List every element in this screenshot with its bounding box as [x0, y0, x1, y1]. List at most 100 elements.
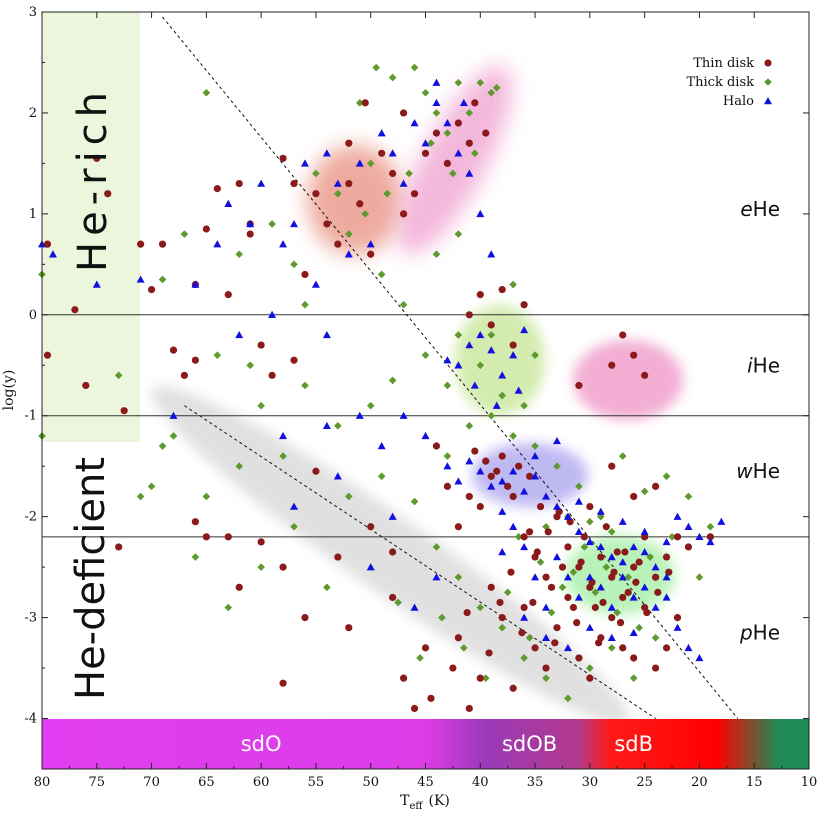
data-point: [421, 351, 430, 359]
data-point: [71, 306, 79, 314]
data-point: [202, 492, 211, 501]
data-point: [235, 330, 244, 339]
axis-ticks: 80 75 70 65 60 55 50 45 40 35 30 25 20 15 103210-1-2-3…: [24, 5, 817, 790]
spectral-label-sdo: sdO: [241, 732, 282, 756]
data-point: [257, 341, 265, 349]
x-tick-label: 45: [417, 775, 434, 790]
data-point: [542, 603, 551, 611]
data-point: [531, 442, 539, 450]
data-point: [169, 346, 178, 354]
data-point: [542, 573, 550, 581]
data-point: [520, 533, 528, 541]
data-point: [454, 230, 463, 238]
data-point: [136, 275, 145, 283]
data-point: [432, 250, 441, 259]
data-point: [531, 573, 540, 581]
data-point: [389, 548, 397, 556]
data-point: [673, 614, 682, 622]
x-tick-label: 20: [691, 775, 708, 790]
data-point: [421, 88, 430, 97]
data-point: [399, 674, 408, 682]
x-axis-title-unit: (K): [428, 793, 449, 809]
data-point: [498, 614, 506, 622]
data-point: [399, 109, 408, 117]
data-point: [432, 109, 441, 117]
data-point: [640, 487, 649, 496]
data-point: [312, 467, 320, 475]
data-point: [498, 391, 506, 400]
data-point: [629, 628, 638, 636]
data-point: [312, 190, 320, 198]
x-tick-label: 75: [89, 775, 106, 790]
data-point: [607, 603, 616, 611]
series-thin-disk: [43, 99, 714, 713]
data-point: [378, 149, 386, 157]
data-point: [618, 452, 627, 460]
data-point: [520, 301, 528, 309]
data-point: [509, 432, 517, 440]
dashed-line-1: [184, 405, 656, 719]
data-point: [635, 623, 643, 632]
data-point: [312, 169, 320, 178]
data-point: [574, 593, 583, 601]
series-thick-disk: [38, 63, 715, 703]
data-point: [542, 664, 550, 672]
data-point: [575, 482, 583, 491]
x-tick-label: 60: [253, 775, 270, 790]
data-point: [323, 583, 331, 592]
data-point: [630, 492, 638, 501]
data-point: [652, 664, 660, 672]
data-point: [257, 538, 265, 546]
spectral-bar-fill: [42, 719, 809, 769]
data-point: [563, 643, 572, 652]
data-point: [608, 361, 616, 369]
data-point: [427, 139, 435, 148]
data-point: [383, 189, 391, 198]
data-point: [575, 381, 583, 390]
data-point: [552, 553, 561, 561]
data-point: [717, 517, 726, 525]
data-point: [290, 356, 298, 364]
data-point: [652, 573, 660, 581]
data-point: [608, 462, 616, 470]
data-point: [454, 331, 463, 339]
data-point: [531, 644, 539, 652]
data-point: [202, 225, 210, 233]
data-point: [224, 533, 232, 541]
data-point: [706, 522, 715, 531]
data-point: [224, 199, 233, 207]
x-tick-label: 50: [362, 775, 379, 790]
data-point: [82, 381, 90, 390]
data-point: [114, 371, 123, 380]
data-point: [586, 517, 594, 526]
data-point: [454, 361, 463, 369]
data-point: [498, 547, 507, 556]
data-point: [596, 542, 605, 551]
data-point: [367, 523, 375, 531]
x-tick-label: 70: [143, 775, 160, 790]
data-point: [454, 119, 462, 127]
x-axis-title-main: T: [400, 793, 410, 809]
data-point: [279, 563, 287, 571]
data-point: [498, 623, 506, 632]
legend-label-thin-disk: Thin disk: [693, 56, 754, 71]
data-point: [652, 482, 660, 490]
data-point: [463, 608, 471, 617]
data-point: [257, 179, 266, 187]
data-point: [279, 431, 288, 440]
data-point: [345, 179, 353, 188]
data-point: [662, 593, 671, 601]
data-point: [322, 149, 331, 157]
data-point: [564, 543, 572, 551]
data-point: [476, 467, 485, 475]
data-point: [555, 508, 563, 516]
data-point: [629, 593, 638, 601]
data-point: [191, 553, 200, 561]
data-point: [443, 452, 452, 460]
data-point: [509, 492, 517, 501]
data-point: [443, 119, 452, 127]
data-point: [388, 512, 397, 520]
data-point: [465, 422, 474, 430]
y-tick-label: 0: [29, 308, 37, 323]
